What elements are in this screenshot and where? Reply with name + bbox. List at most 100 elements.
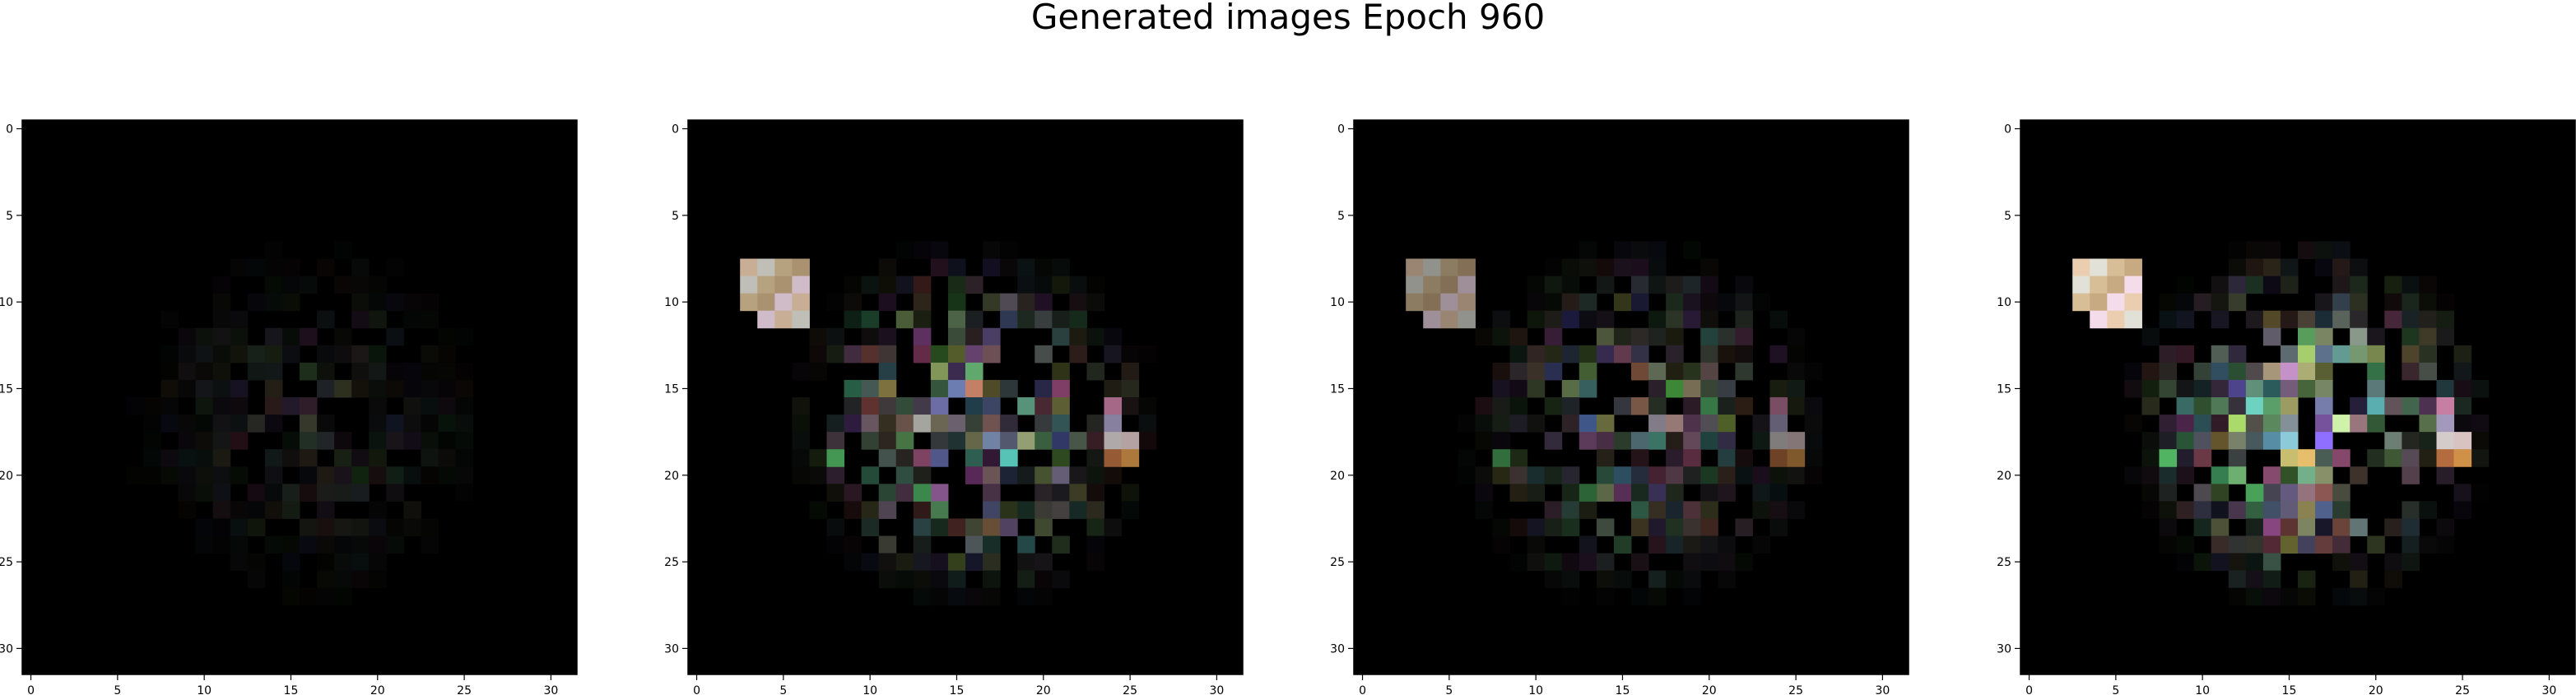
pixel-cell (1510, 380, 1528, 398)
pixel-cell (1700, 380, 1718, 398)
pixel-cell (300, 397, 318, 415)
pixel-cell (879, 380, 897, 398)
pixel-cell (914, 501, 932, 519)
pixel-cell (282, 588, 300, 606)
pixel-cell (1597, 328, 1615, 346)
pixel-cell (351, 259, 370, 277)
pixel-cell (351, 311, 370, 329)
pixel-cell (1805, 466, 1823, 484)
pixel-cell (1666, 276, 1684, 294)
pixel-cell (248, 501, 266, 519)
pixel-cell (179, 432, 197, 450)
pixel-cell (1493, 449, 1511, 467)
pixel-cell (809, 501, 827, 519)
pixel-cell (1527, 345, 1546, 364)
pixel-cell (2437, 518, 2455, 536)
pixel-cell (2367, 380, 2385, 398)
pixel-cell (1000, 415, 1018, 433)
pixel-cell (2246, 311, 2264, 329)
pixel-cell (2350, 554, 2368, 572)
pixel-cell (983, 484, 1001, 502)
pixel-cell (844, 397, 863, 415)
pixel-cell (386, 432, 404, 450)
pixel-cell (1631, 345, 1649, 364)
pixel-cell (2437, 466, 2455, 484)
pixel-cell (827, 328, 845, 346)
pixel-cell (2263, 466, 2281, 484)
pixel-cell (1017, 588, 1035, 606)
pixel-cell (1035, 588, 1053, 606)
pixel-cell (2072, 294, 2090, 312)
pixel-cell (1683, 554, 1701, 572)
pixel-cell (369, 466, 387, 484)
pixel-cell (2263, 363, 2281, 381)
pixel-cell (2437, 380, 2455, 398)
pixel-cell (2141, 328, 2160, 346)
pixel-cell (2384, 397, 2402, 415)
pixel-cell (334, 328, 352, 346)
pixel-cell (2211, 363, 2230, 381)
pixel-cell (1683, 380, 1701, 398)
pixel-cell (1475, 397, 1493, 415)
pixel-cell (1648, 466, 1667, 484)
pixel-cell (1597, 449, 1615, 467)
pixel-cell (1666, 571, 1684, 589)
pixel-cell (1562, 554, 1580, 572)
pixel-cell (2090, 311, 2108, 329)
pixel-cell (862, 518, 880, 536)
pixel-cell (2211, 294, 2230, 312)
pixel-cell (2141, 432, 2160, 450)
pixel-cell (1770, 397, 1788, 415)
pixel-cell (2229, 241, 2247, 259)
pixel-cell (2160, 363, 2178, 381)
pixel-cell (1770, 449, 1788, 467)
pixel-cell (1700, 415, 1718, 433)
pixel-cell (334, 380, 352, 398)
pixel-cell (282, 432, 300, 450)
pixel-cell (844, 276, 863, 294)
pixel-cell (862, 432, 880, 450)
pixel-cell (1493, 536, 1511, 554)
pixel-cell (2229, 432, 2247, 450)
pixel-cell (1440, 259, 1458, 277)
pixel-cell (2350, 294, 2368, 312)
pixel-cell (196, 345, 214, 364)
pixel-cell (1700, 397, 1718, 415)
pixel-cell (1597, 259, 1615, 277)
pixel-cell (774, 259, 793, 277)
pixel-cell (1718, 484, 1736, 502)
pixel-cell (1069, 294, 1087, 312)
pixel-cell (351, 571, 370, 589)
pixel-cell (827, 294, 845, 312)
pixel-cell (196, 466, 214, 484)
pixel-cell (914, 294, 932, 312)
pixel-cell (456, 397, 474, 415)
pixel-cell (439, 345, 457, 364)
pixel-cell (2177, 311, 2195, 329)
pixel-cell (1752, 466, 1770, 484)
pixel-cell (2315, 259, 2333, 277)
pixel-cell (1648, 432, 1667, 450)
pixel-cell (1700, 276, 1718, 294)
pixel-cell (1035, 259, 1053, 277)
pixel-cell (965, 311, 983, 329)
pixel-cell (948, 571, 966, 589)
pixel-cell (1631, 484, 1649, 502)
pixel-cell (2177, 294, 2195, 312)
pixel-cell (317, 588, 335, 606)
pixel-cell (1104, 415, 1123, 433)
pixel-cell (740, 294, 758, 312)
pixel-cell (317, 518, 335, 536)
pixel-cell (456, 328, 474, 346)
pixel-cell (2263, 484, 2281, 502)
pixel-cell (2160, 415, 2178, 433)
pixel-cell (1770, 484, 1788, 502)
pixel-cell (1104, 449, 1123, 467)
pixel-cell (334, 466, 352, 484)
pixel-cell (1052, 397, 1070, 415)
pixel-cell (1139, 432, 1157, 450)
pixel-cell (2263, 571, 2281, 589)
pixel-cell (1666, 501, 1684, 519)
pixel-cell (1527, 466, 1546, 484)
pixel-cell (914, 518, 932, 536)
